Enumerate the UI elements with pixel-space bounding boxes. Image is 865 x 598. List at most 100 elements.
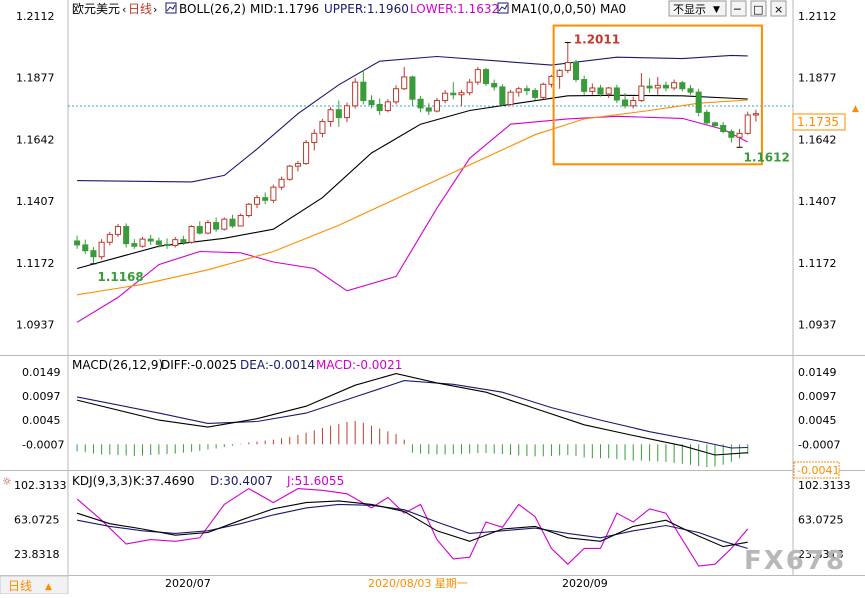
period-tab[interactable]: 日线 ▲	[0, 575, 69, 595]
candle	[752, 109, 759, 122]
candle	[294, 160, 301, 172]
candle	[196, 221, 203, 235]
price-tick-right: 1.1877	[798, 72, 837, 85]
candle	[515, 86, 522, 97]
candle	[82, 239, 89, 255]
macd-tick-left: 0.0045	[22, 414, 61, 427]
candle	[368, 95, 375, 109]
candle	[532, 87, 539, 101]
candle	[352, 78, 359, 109]
ma-label: MA1(0,0,0,50) MA0	[511, 2, 626, 16]
maximize-button[interactable]: □	[750, 0, 767, 17]
kdj-tick-right: 102.3133	[798, 479, 851, 492]
candle	[711, 121, 719, 129]
kdj-tick-left: 102.3133	[14, 479, 67, 492]
time-label-cursor: 2020/08/03 星期一	[368, 577, 468, 590]
kdj-tick-right: 23.8318	[798, 548, 844, 561]
macd-diff-line	[76, 373, 748, 456]
candle-body	[720, 124, 727, 133]
candle-body	[384, 101, 391, 112]
candle-body	[523, 88, 530, 92]
kdj-j-line	[76, 487, 749, 567]
candle	[311, 129, 318, 151]
macd-value: MACD:-0.0021	[316, 358, 402, 372]
candle-body	[352, 81, 359, 107]
candle-body	[245, 203, 252, 217]
macd-last-label: -0.0041	[797, 464, 839, 477]
price-tick-left: 1.2112	[16, 10, 55, 23]
candle	[343, 102, 351, 123]
candle-body	[572, 61, 580, 81]
candle-body	[172, 239, 179, 246]
low-left-annotation: 1.1168	[97, 270, 143, 284]
candle-body	[433, 100, 440, 112]
high-annotation: 1.2011	[574, 33, 620, 47]
minimize-icon: ─	[733, 3, 741, 16]
candle-body	[376, 103, 383, 112]
candle-body	[728, 131, 735, 138]
candle-body	[393, 88, 400, 103]
candle	[393, 85, 400, 105]
candle	[335, 100, 342, 127]
price-tick-right: 1.2112	[798, 10, 837, 23]
candle-body	[131, 243, 138, 247]
candle	[662, 81, 669, 92]
kdj-settings-icon[interactable]: ☼	[2, 475, 12, 488]
candle-body	[335, 109, 342, 119]
price-tick-right: 1.1642	[798, 133, 837, 146]
boll-mid: MID:1.1796	[250, 2, 319, 16]
candle-body	[270, 186, 277, 201]
candle	[687, 84, 694, 95]
candle-body	[180, 239, 187, 243]
kdj-tick-left: 23.8318	[14, 548, 60, 561]
candle-body	[286, 165, 293, 180]
maximize-icon: □	[753, 3, 763, 16]
candle-body	[597, 87, 604, 95]
hide-button[interactable]: 不显示 ▼	[668, 0, 727, 17]
price-tick-left: 1.1407	[16, 195, 55, 208]
candle	[303, 139, 310, 165]
candle-body	[499, 86, 506, 105]
candle	[466, 79, 473, 96]
candle	[172, 237, 179, 248]
series-ma1-line	[77, 99, 748, 296]
period-close-bracket: ›	[153, 3, 157, 16]
candle	[458, 90, 465, 106]
kdj-tick-left: 63.0725	[14, 513, 60, 526]
macd-tick-left: 0.0097	[22, 390, 61, 403]
candle-body	[687, 88, 694, 93]
candle-body	[540, 83, 547, 98]
candle	[384, 99, 391, 113]
candle	[703, 109, 710, 126]
candle-body	[74, 240, 81, 246]
close-button[interactable]: ×	[770, 0, 787, 17]
candle-body	[221, 218, 228, 230]
candle-body	[752, 113, 759, 116]
candle-body	[458, 92, 465, 96]
candle	[262, 192, 269, 205]
candle-body	[123, 226, 130, 245]
candle	[286, 164, 293, 181]
symbol-label: 欧元美元	[72, 2, 120, 16]
period-label[interactable]: 日线	[128, 2, 152, 16]
boll-label: BOLL(26,2)	[179, 2, 246, 16]
candle-body	[90, 250, 97, 258]
candle	[213, 217, 220, 232]
candle	[98, 239, 105, 260]
candle-body	[368, 100, 375, 105]
macd-tick-right: 0.0045	[798, 414, 837, 427]
candle	[229, 214, 236, 228]
candle-body	[671, 82, 678, 89]
candle	[139, 237, 146, 248]
macd-tick-left: -0.0007	[22, 438, 64, 451]
candle-body	[147, 238, 154, 242]
candle	[433, 97, 440, 113]
minimize-button[interactable]: ─	[730, 0, 747, 17]
time-label-sep: 2020/09	[562, 577, 608, 590]
candle	[720, 122, 727, 134]
candle	[114, 223, 122, 238]
candle-body	[622, 99, 629, 107]
price-tick-right: 1.1172	[798, 257, 837, 270]
candle-body	[311, 132, 318, 144]
